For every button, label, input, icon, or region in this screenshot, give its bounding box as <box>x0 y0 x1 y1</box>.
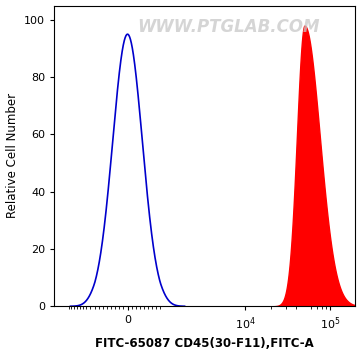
X-axis label: FITC-65087 CD45(30-F11),FITC-A: FITC-65087 CD45(30-F11),FITC-A <box>95 337 314 350</box>
Text: WWW.PTGLAB.COM: WWW.PTGLAB.COM <box>138 17 320 36</box>
Y-axis label: Relative Cell Number: Relative Cell Number <box>5 93 18 219</box>
